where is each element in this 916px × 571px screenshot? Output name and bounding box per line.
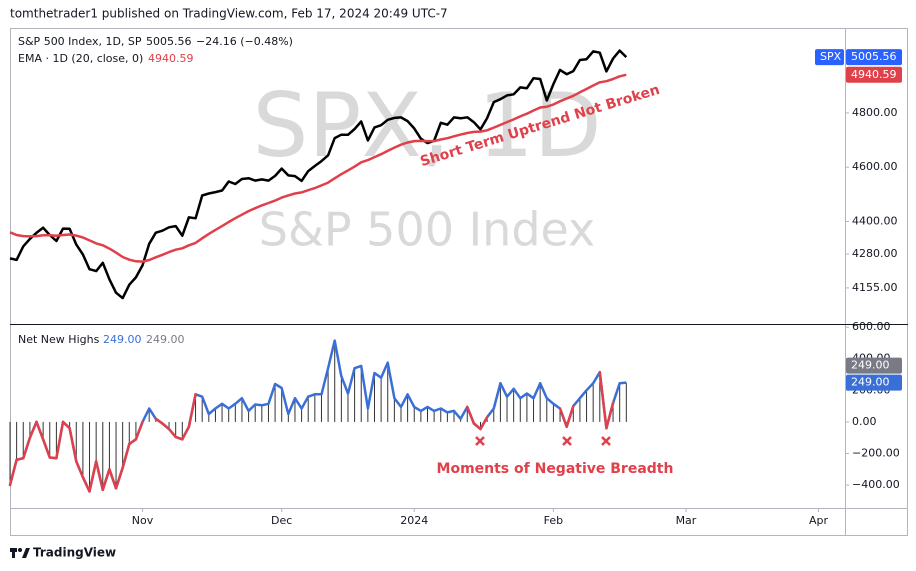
logo-part (22, 548, 30, 558)
legend-ema-value: 4940.59 (148, 52, 194, 65)
negative-segment (605, 401, 615, 430)
series-line (9, 73, 627, 263)
header: tomthetrader1 published on TradingView.c… (10, 7, 448, 21)
negative-segment (35, 420, 45, 441)
y-tick-label: −400.00 (852, 478, 900, 491)
y-tick-label: 0.00 (852, 415, 877, 428)
negative-segment (94, 460, 105, 492)
negative-segment (466, 405, 476, 425)
legend-change: −24.16 (−0.48%) (196, 35, 293, 48)
symbol-box (815, 49, 844, 66)
y-tick-label: 4155.00 (852, 281, 898, 294)
last-value-label: 5005.56 (851, 50, 897, 63)
legend-value: 5005.56 (146, 35, 192, 48)
negative-segment (28, 420, 38, 439)
negative-segment (479, 415, 489, 431)
series-line (9, 49, 628, 300)
negative-segment (598, 370, 608, 430)
x-tick-label: Nov (132, 514, 154, 527)
negative-segment (181, 425, 191, 441)
x-tick-label: Dec (271, 514, 292, 527)
negative-segment (114, 466, 124, 490)
negative-segment (154, 417, 164, 425)
negative-segment (472, 422, 482, 431)
cross-marker (475, 436, 485, 446)
last-value-label: 249.00 (851, 376, 890, 389)
last-value-label: 249.00 (851, 359, 890, 372)
last-value-box (846, 66, 902, 83)
frame (10, 28, 908, 536)
legend-histogram-value: 249.00 (146, 333, 185, 346)
negative-segment (55, 420, 65, 460)
negative-segment (187, 393, 197, 428)
last-value-box (846, 374, 902, 391)
negative-segment (41, 438, 52, 459)
y-tick-label: −200.00 (852, 447, 900, 460)
negative-segment (61, 420, 71, 430)
negative-segment (121, 442, 131, 469)
legend-indicator-value: 249.00 (103, 333, 142, 346)
cross-marker (562, 436, 572, 446)
y-tick-label: 600.00 (852, 320, 891, 333)
negative-segment (75, 460, 85, 479)
negative-segment (101, 468, 111, 492)
logo-part (12, 548, 15, 558)
negative-segment (88, 460, 98, 493)
y-tick-label: 4600.00 (852, 160, 898, 173)
negative-segment (565, 404, 575, 428)
negative-segment (22, 436, 32, 460)
negative-segment (167, 427, 177, 439)
legend-indicator: Net New Highs (18, 333, 100, 346)
negative-segment (81, 475, 91, 493)
negative-segment (558, 407, 568, 428)
negative-segment (68, 426, 78, 463)
legend-ema: EMA · 1D (20, close, 0) (18, 52, 143, 65)
x-tick-label: 2024 (400, 514, 428, 527)
negative-segment (128, 438, 138, 446)
last-value-label: 4940.59 (851, 68, 897, 81)
y-tick-label: 4280.00 (852, 247, 898, 260)
negative-segment (134, 420, 144, 441)
negative-markers (475, 436, 611, 446)
watermark-name: S&P 500 Index (259, 203, 596, 257)
annotation: Moments of Negative Breadth (437, 461, 674, 477)
x-tick-label: Apr (809, 514, 829, 527)
last-value-box (846, 49, 902, 66)
footer-logo (10, 548, 30, 558)
footer: TradingView (33, 546, 116, 560)
x-tick-label: Mar (676, 514, 697, 527)
negative-segment (8, 458, 18, 487)
x-tick-label: Feb (544, 514, 563, 527)
cross-marker (601, 436, 611, 446)
negative-segment (161, 422, 171, 431)
logo-part (18, 548, 22, 552)
negative-segment (108, 468, 118, 490)
y-tick-label: 4800.00 (852, 106, 898, 119)
y-tick-label: 4400.00 (852, 214, 898, 227)
last-value-box (846, 357, 902, 374)
symbol-label: SPX (820, 50, 842, 63)
legend-title: S&P 500 Index, 1D, SP (18, 35, 142, 48)
